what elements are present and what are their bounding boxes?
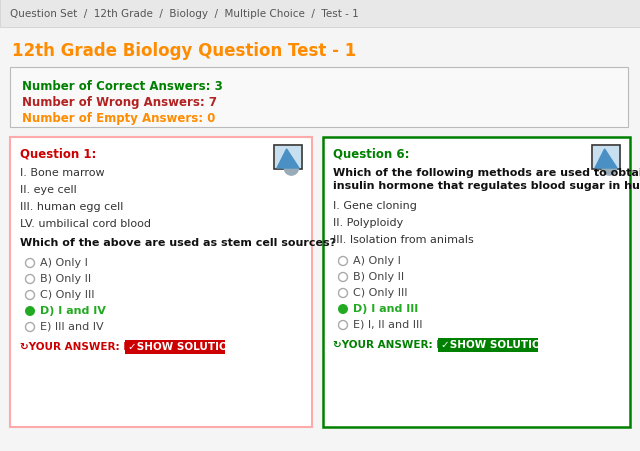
Text: D) I and IV: D) I and IV: [40, 305, 106, 315]
Text: III. Isolation from animals: III. Isolation from animals: [333, 235, 474, 244]
Bar: [275, 147, 301, 169]
Text: 12th Grade Biology Question Test - 1: 12th Grade Biology Question Test - 1: [12, 42, 356, 60]
Text: D) I and III: D) I and III: [353, 304, 419, 313]
Text: Number of Empty Answers: 0: Number of Empty Answers: 0: [22, 112, 216, 125]
Text: ↻YOUR ANSWER: B: ↻YOUR ANSWER: B: [20, 341, 131, 351]
Bar: [125, 340, 225, 354]
Circle shape: [25, 306, 35, 316]
Text: insulin hormone that regulates blood sugar in humans?: insulin hormone that regulates blood sug…: [333, 180, 640, 191]
Bar: [274, 146, 302, 170]
Text: C) Only III: C) Only III: [40, 290, 95, 299]
Text: II. Polyploidy: II. Polyploidy: [333, 217, 403, 227]
Text: II. eye cell: II. eye cell: [20, 184, 77, 194]
Text: B) Only II: B) Only II: [40, 273, 91, 283]
Text: B) Only II: B) Only II: [353, 272, 404, 281]
Bar: [10, 68, 628, 128]
Text: LV. umbilical cord blood: LV. umbilical cord blood: [20, 219, 151, 229]
Bar: [593, 147, 619, 169]
Text: Question 6:: Question 6:: [333, 147, 410, 161]
Text: E) I, II and III: E) I, II and III: [353, 319, 422, 329]
Text: I. Gene cloning: I. Gene cloning: [333, 201, 417, 211]
Text: E) III and IV: E) III and IV: [40, 321, 104, 331]
Circle shape: [338, 304, 348, 314]
Text: A) Only I: A) Only I: [353, 255, 401, 265]
Text: ✓SHOW SOLUTION: ✓SHOW SOLUTION: [128, 341, 237, 351]
Polygon shape: [595, 150, 617, 169]
Bar: [438, 338, 538, 352]
Text: Question 1:: Question 1:: [20, 147, 97, 161]
Text: Which of the following methods are used to obtain the: Which of the following methods are used …: [333, 168, 640, 178]
Text: A) Only I: A) Only I: [40, 258, 88, 267]
Text: ↻YOUR ANSWER: D: ↻YOUR ANSWER: D: [333, 339, 445, 349]
Text: C) Only III: C) Only III: [353, 287, 408, 297]
Text: Question Set  /  12th Grade  /  Biology  /  Multiple Choice  /  Test - 1: Question Set / 12th Grade / Biology / Mu…: [10, 9, 359, 19]
Polygon shape: [277, 150, 299, 169]
Text: Number of Wrong Answers: 7: Number of Wrong Answers: 7: [22, 96, 217, 109]
Text: I. Bone marrow: I. Bone marrow: [20, 168, 104, 178]
Bar: [592, 146, 620, 170]
Text: Number of Correct Answers: 3: Number of Correct Answers: 3: [22, 80, 223, 93]
Text: III. human egg cell: III. human egg cell: [20, 202, 124, 212]
Bar: [323, 138, 630, 427]
Bar: [0, 0, 640, 28]
Wedge shape: [602, 169, 617, 176]
Text: Which of the above are used as stem cell sources?: Which of the above are used as stem cell…: [20, 238, 336, 248]
Text: ✓SHOW SOLUTION: ✓SHOW SOLUTION: [441, 339, 550, 349]
Wedge shape: [284, 169, 300, 176]
Bar: [10, 138, 312, 427]
